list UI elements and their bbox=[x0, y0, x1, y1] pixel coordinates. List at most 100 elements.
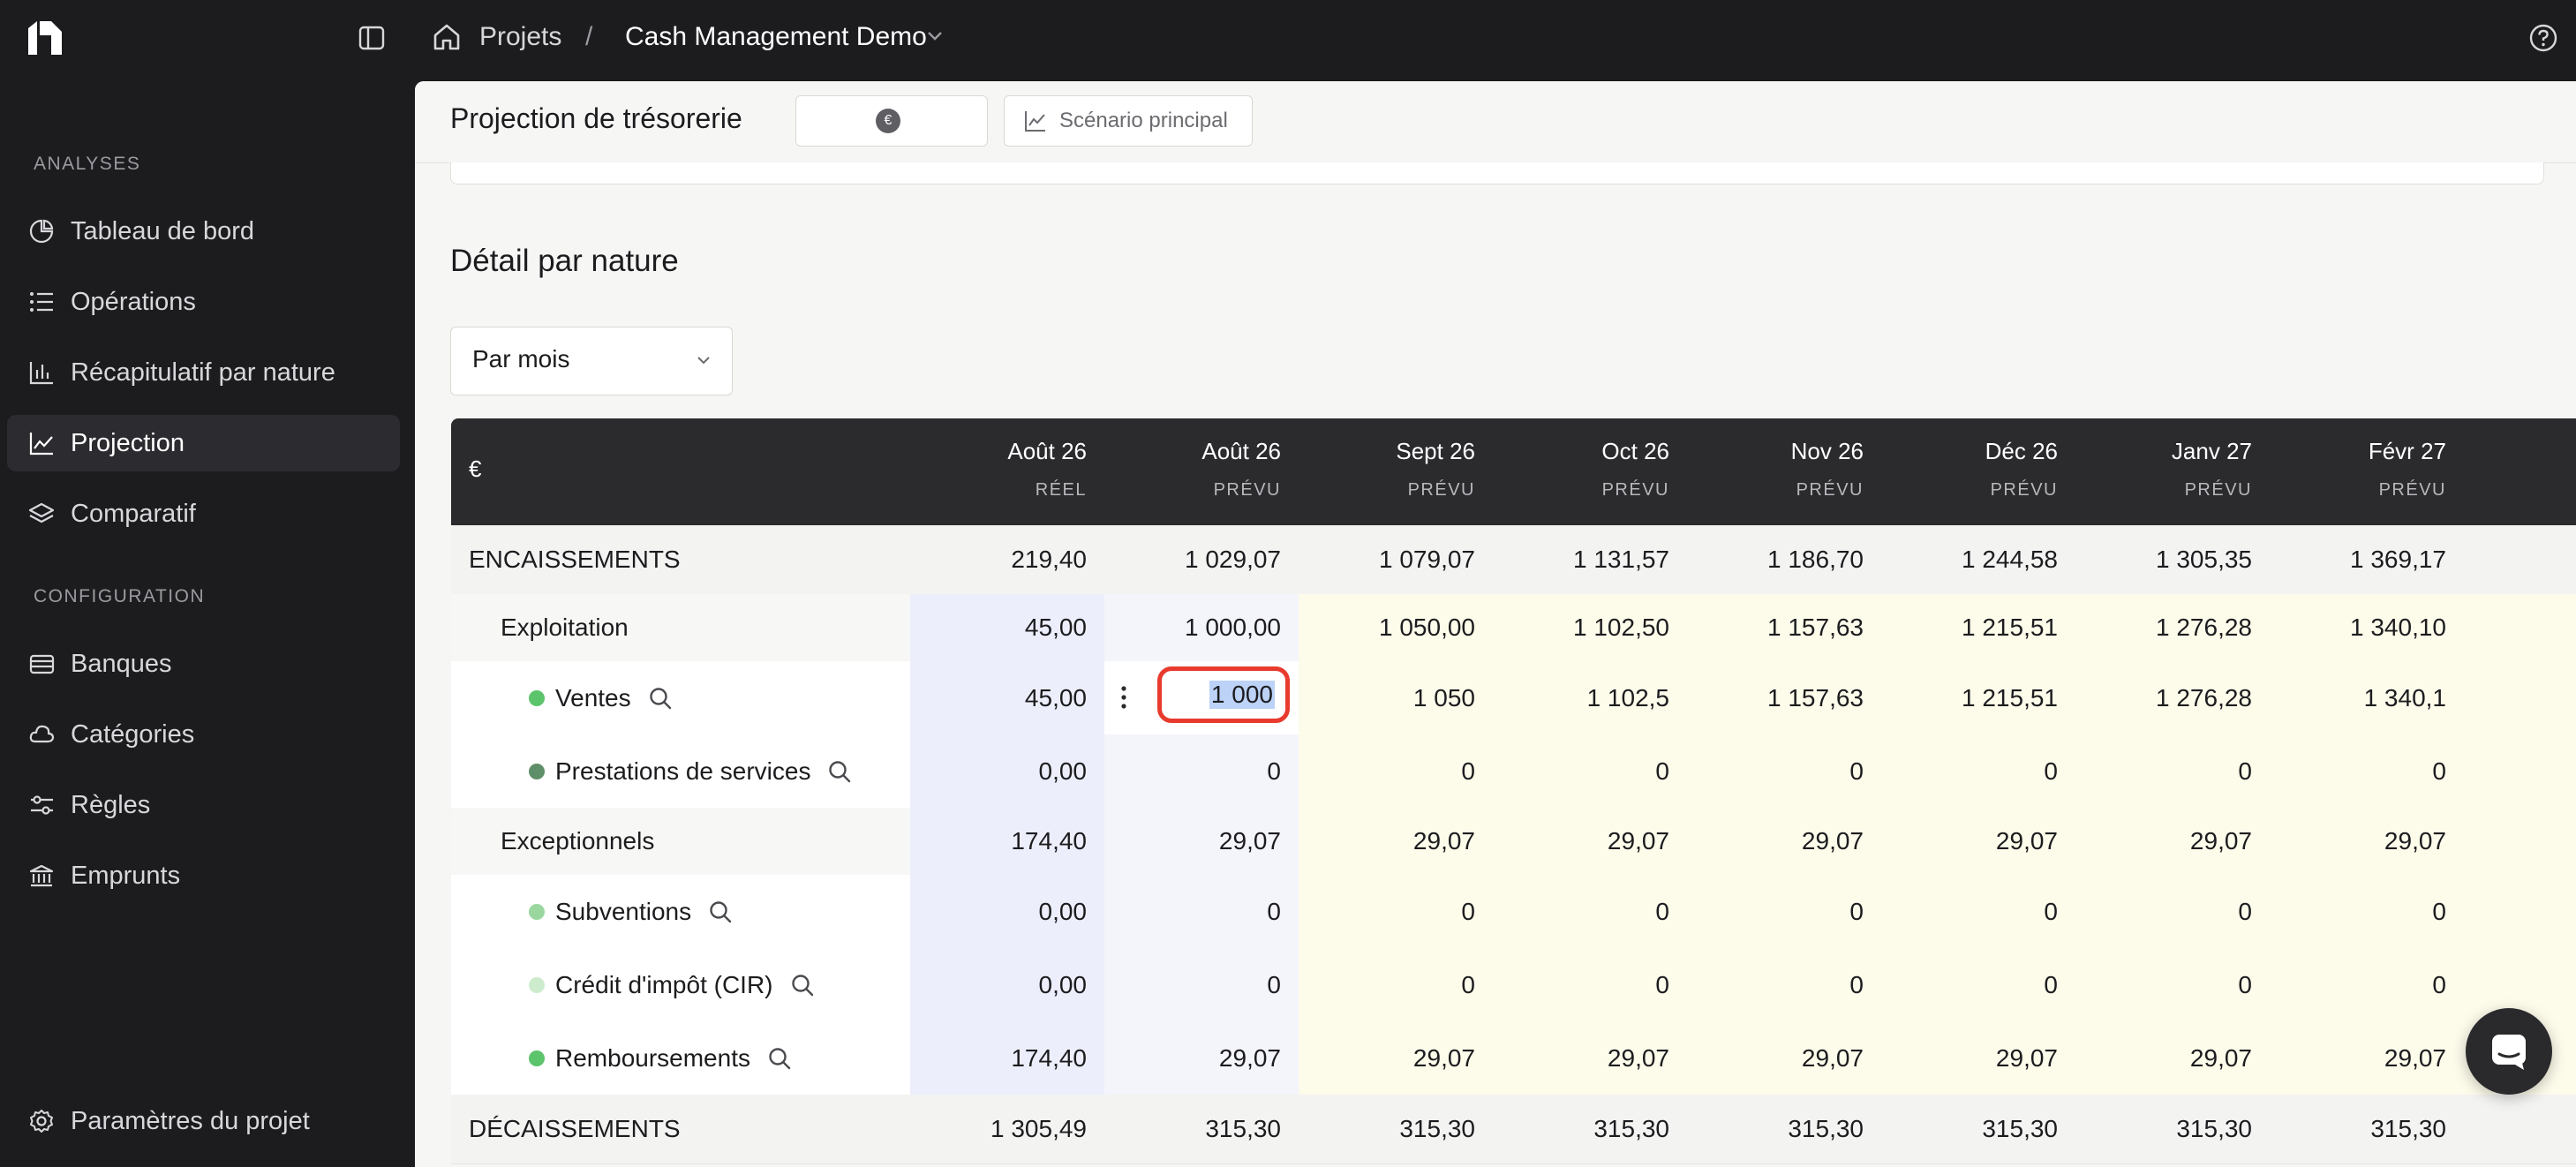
currency-selector[interactable]: € bbox=[795, 95, 988, 147]
sidebar-item-comparatif[interactable]: Comparatif bbox=[7, 486, 400, 542]
group-row: DÉCAISSEMENTS 1 305,49 315,30 315,30 315,30 3… bbox=[451, 1095, 2576, 1164]
editing-cell[interactable]: 1 000 bbox=[1104, 661, 1299, 734]
sliders-icon bbox=[26, 790, 56, 820]
row-label[interactable]: Crédit d'impôt (CIR) bbox=[451, 948, 910, 1021]
row-label[interactable]: Prestations de services bbox=[451, 734, 910, 808]
row-label[interactable]: Remboursements bbox=[451, 1021, 910, 1095]
table-cell[interactable]: 0 bbox=[1104, 948, 1299, 1021]
chart-card bbox=[450, 162, 2544, 184]
sidebar-item-regles[interactable]: Règles bbox=[7, 777, 400, 833]
table-cell[interactable] bbox=[2464, 875, 2576, 948]
sidebar-item-emprunts[interactable]: Emprunts bbox=[7, 847, 400, 904]
category-color-dot bbox=[529, 763, 545, 779]
column-header: Août 26 PRÉVU bbox=[1104, 418, 1299, 525]
table-cell: 29,07 bbox=[2075, 808, 2270, 875]
table-cell[interactable]: 0 bbox=[1104, 734, 1299, 808]
table-cell[interactable]: 0 bbox=[2270, 734, 2464, 808]
table-cell[interactable]: 29,07 bbox=[1881, 1021, 2075, 1095]
table-cell[interactable]: 0 bbox=[2075, 948, 2270, 1021]
table-cell bbox=[2464, 808, 2576, 875]
table-cell[interactable]: 0 bbox=[1687, 875, 1881, 948]
table-cell[interactable]: 29,07 bbox=[1493, 1021, 1687, 1095]
table-cell[interactable]: 1 157,63 bbox=[1687, 661, 1881, 734]
chevron-down-icon[interactable] bbox=[926, 29, 944, 43]
table-cell[interactable]: 0 bbox=[1881, 875, 2075, 948]
search-icon[interactable] bbox=[789, 972, 816, 998]
table-cell: 174,40 bbox=[910, 1021, 1104, 1095]
table-cell[interactable]: 29,07 bbox=[1104, 1021, 1299, 1095]
table-cell[interactable]: 0 bbox=[2270, 948, 2464, 1021]
table-cell[interactable]: 0 bbox=[1687, 734, 1881, 808]
search-icon[interactable] bbox=[647, 685, 674, 711]
table-cell[interactable] bbox=[2464, 734, 2576, 808]
value-input[interactable]: 1 000 bbox=[1157, 666, 1290, 723]
table-cell[interactable]: 0 bbox=[1493, 948, 1687, 1021]
table-cell[interactable]: 0 bbox=[1299, 734, 1493, 808]
breadcrumb-projets[interactable]: Projets bbox=[479, 22, 562, 51]
table-cell[interactable]: 1 276,28 bbox=[2075, 661, 2270, 734]
table-cell[interactable]: 0 bbox=[1299, 948, 1493, 1021]
table-cell[interactable]: 0 bbox=[2270, 875, 2464, 948]
table-cell[interactable]: 29,07 bbox=[2270, 1021, 2464, 1095]
column-kind: PRÉVU bbox=[1796, 480, 1864, 500]
home-icon[interactable] bbox=[432, 22, 462, 52]
table-cell: 1 4 bbox=[2464, 525, 2576, 594]
table-cell[interactable]: 0 bbox=[1493, 875, 1687, 948]
table-cell[interactable]: 0 bbox=[1104, 875, 1299, 948]
column-header: Déc 26 PRÉVU bbox=[1881, 418, 2075, 525]
table-cell[interactable]: 0 bbox=[1687, 948, 1881, 1021]
row-label[interactable]: Subventions bbox=[451, 875, 910, 948]
table-cell: 1 4 bbox=[2464, 594, 2576, 661]
bank-icon bbox=[26, 861, 56, 891]
table-cell[interactable]: 0 bbox=[2075, 734, 2270, 808]
category-row: Ventes 45,00 1 000 1 050 1 102,5 1 157,63 1 21… bbox=[451, 661, 2576, 735]
table-cell: 45,00 bbox=[910, 661, 1104, 734]
table-cell: 1 079,07 bbox=[1379, 546, 1475, 573]
sidebar-item-tableau-de-bord[interactable]: Tableau de bord bbox=[7, 203, 400, 260]
table-cell[interactable]: 0 bbox=[1299, 875, 1493, 948]
breadcrumb-project[interactable]: Cash Management Demo bbox=[625, 22, 927, 51]
table-cell[interactable]: 1 102,5 bbox=[1493, 661, 1687, 734]
search-icon[interactable] bbox=[826, 758, 853, 785]
category-row: Crédit d'impôt (CIR) 0,00 0 0 0 0 0 0 0 bbox=[451, 948, 2576, 1022]
table-cell[interactable]: 1 340,1 bbox=[2270, 661, 2464, 734]
list-icon bbox=[26, 287, 56, 317]
table-cell[interactable]: 0 bbox=[1881, 734, 2075, 808]
table-cell[interactable]: 0 bbox=[2075, 875, 2270, 948]
table-cell[interactable]: 1 050 bbox=[1299, 661, 1493, 734]
sidebar-item-operations[interactable]: Opérations bbox=[7, 274, 400, 330]
chat-support-button[interactable] bbox=[2466, 1008, 2552, 1095]
sidebar-section-analyses: ANALYSES bbox=[34, 154, 141, 174]
help-icon[interactable] bbox=[2528, 23, 2558, 53]
table-cell[interactable]: 0 bbox=[1493, 734, 1687, 808]
table-cell[interactable]: 29,07 bbox=[1687, 1021, 1881, 1095]
sidebar-item-banques[interactable]: Banques bbox=[7, 636, 400, 692]
table-cell: 0,00 bbox=[910, 875, 1104, 948]
table-cell[interactable]: 1 bbox=[2464, 661, 2576, 734]
row-label[interactable]: Ventes bbox=[451, 661, 910, 734]
table-cell[interactable]: 29,07 bbox=[1299, 1021, 1493, 1095]
sidebar-item-recapitulatif[interactable]: Récapitulatif par nature bbox=[7, 344, 400, 401]
sidebar-item-categories[interactable]: Catégories bbox=[7, 706, 400, 763]
wallet-icon bbox=[26, 649, 56, 679]
sidebar-item-projection[interactable]: Projection bbox=[7, 415, 400, 471]
sidebar-item-label: Catégories bbox=[71, 719, 195, 749]
more-options-icon[interactable] bbox=[1120, 684, 1127, 711]
column-kind: PRÉVU bbox=[1990, 480, 2058, 500]
unit-label: € bbox=[469, 456, 482, 482]
search-icon[interactable] bbox=[766, 1045, 793, 1072]
table-cell: 1 369,17 bbox=[2350, 546, 2446, 573]
sidebar-item-label: Banques bbox=[71, 649, 172, 678]
app-logo[interactable] bbox=[26, 19, 64, 56]
sidebar-toggle-icon[interactable] bbox=[358, 25, 385, 51]
sidebar-item-parametres[interactable]: Paramètres du projet bbox=[7, 1093, 400, 1149]
period-select[interactable]: Par mois bbox=[450, 327, 733, 395]
subgroup-row: Exceptionnels 174,40 29,07 29,07 29,07 29,07 2… bbox=[451, 808, 2576, 876]
table-cell[interactable]: 0 bbox=[1881, 948, 2075, 1021]
column-header: Août 26 RÉEL bbox=[910, 418, 1104, 525]
table-cell[interactable]: 1 215,51 bbox=[1881, 661, 2075, 734]
period-select-value: Par mois bbox=[472, 345, 570, 373]
table-cell[interactable]: 29,07 bbox=[2075, 1021, 2270, 1095]
search-icon[interactable] bbox=[707, 899, 734, 925]
scenario-button[interactable]: Scénario principal bbox=[1004, 95, 1253, 147]
